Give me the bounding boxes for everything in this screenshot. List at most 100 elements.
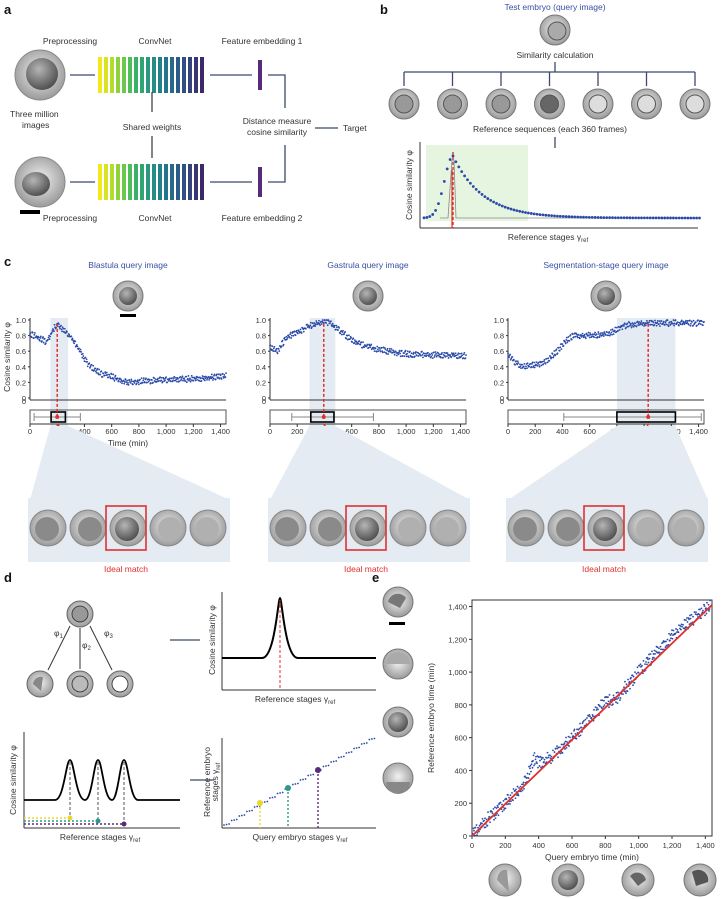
ref-embryo-yolk <box>685 94 705 114</box>
d-diag-point <box>373 737 376 740</box>
e-data-point <box>516 785 519 788</box>
e-x-tick: 0 <box>470 841 474 850</box>
c-x-tick: 1,400 <box>689 427 708 436</box>
c-data-point <box>153 377 156 380</box>
c-data-point <box>592 333 594 335</box>
c-data-point <box>309 324 312 327</box>
e-data-point <box>682 623 684 626</box>
e-left-embryos <box>382 586 414 794</box>
e-data-point <box>578 727 581 730</box>
e-data-point <box>623 686 625 689</box>
c-data-point <box>171 377 174 380</box>
query-embryo-b <box>539 14 571 46</box>
c-data-point <box>198 379 201 382</box>
d-diag-point <box>309 774 312 776</box>
c-ylabel: Cosine similarity φ <box>2 322 12 392</box>
e-bottom-embryos <box>488 863 717 897</box>
c-data-point <box>595 333 598 336</box>
c-data-point <box>625 326 628 329</box>
e-data-point <box>687 617 690 619</box>
c-data-point <box>419 354 422 357</box>
c-data-point <box>60 324 62 327</box>
e-data-point <box>559 752 562 755</box>
c-data-point <box>659 325 661 328</box>
e-data-point <box>538 765 541 767</box>
panel-label-c: c <box>4 254 11 269</box>
c-x-tick: 0 <box>268 427 272 436</box>
c-shade <box>616 318 676 446</box>
c-data-point <box>456 353 459 356</box>
e-data-point <box>489 821 491 824</box>
e-data-point <box>616 702 619 705</box>
c-data-point <box>669 323 672 326</box>
c-data-point <box>429 353 431 356</box>
c-data-point <box>53 330 55 333</box>
c-data-point <box>273 345 276 348</box>
c-strip-embryo-yolk <box>593 517 617 541</box>
c-data-point <box>388 349 391 352</box>
c-data-point <box>438 353 441 356</box>
c-data-point <box>78 347 80 350</box>
e-data-point <box>565 746 568 749</box>
c-data-point <box>305 327 307 330</box>
c-data-point <box>38 339 41 342</box>
c-data-point <box>290 337 293 339</box>
c-plot-title: Blastula query image <box>88 260 168 270</box>
b-curve-point <box>422 216 426 220</box>
d-diag-point <box>302 778 304 781</box>
c-data-point <box>453 353 455 356</box>
e-data-point <box>499 801 502 804</box>
c-data-point <box>599 334 601 337</box>
b-curve-point <box>602 216 606 219</box>
c-data-point <box>128 379 131 382</box>
c-ideal-match-label: Ideal match <box>104 564 148 574</box>
c-data-point <box>37 336 40 339</box>
c-data-point <box>662 322 665 324</box>
convnet-layer <box>98 164 102 200</box>
c-data-point <box>520 367 522 370</box>
c-data-point <box>119 381 122 383</box>
c-data-point <box>621 328 624 331</box>
c-data-point <box>690 322 692 325</box>
b-curve-point <box>686 216 690 220</box>
e-data-point <box>593 708 595 711</box>
e-data-point <box>564 740 567 743</box>
c-y-tick: 0.6 <box>494 347 504 356</box>
c-data-point <box>596 336 599 338</box>
c-data-point <box>145 377 147 380</box>
c-y-tick: 1.0 <box>16 316 26 325</box>
e-fit-line <box>471 604 713 837</box>
c-data-point <box>61 330 64 333</box>
e-data-point <box>666 644 668 647</box>
b-ylabel: Cosine similarity φ <box>404 150 414 220</box>
c-data-point <box>149 382 152 384</box>
e-data-point <box>497 814 500 817</box>
c-data-point <box>174 379 177 382</box>
b-curve-point <box>451 154 455 158</box>
convnet-stack-bottom <box>98 164 204 200</box>
ref-embryo-yolk <box>540 94 559 114</box>
c-y-tick: 0 <box>262 394 266 403</box>
b-curve-point <box>666 216 669 220</box>
c-data-point <box>545 357 548 360</box>
e-data-point <box>615 701 617 704</box>
e-data-point <box>521 789 524 792</box>
c-data-point <box>192 379 195 382</box>
b-curve-point <box>689 216 693 220</box>
e-data-point <box>495 807 498 809</box>
c-data-point <box>686 320 689 322</box>
c-data-point <box>383 351 386 354</box>
c-data-point <box>165 376 168 379</box>
c-data-point <box>593 336 595 339</box>
c-data-point <box>575 333 578 336</box>
c-data-point <box>423 352 425 355</box>
c-data-point <box>531 361 534 364</box>
e-data-point <box>645 661 647 663</box>
c-query-embryo-yolk <box>119 287 137 305</box>
c-data-point <box>509 353 512 356</box>
c-data-point <box>176 380 178 383</box>
e-data-point <box>703 603 705 606</box>
c-zero-tick: 0 <box>500 397 504 406</box>
c-data-point <box>169 377 171 380</box>
c-data-point <box>133 380 135 383</box>
